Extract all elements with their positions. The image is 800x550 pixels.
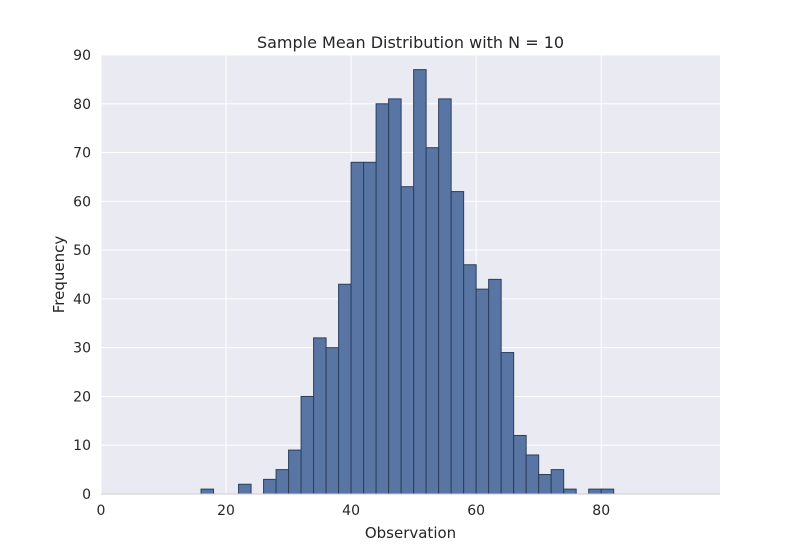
x-tick-label: 0	[97, 503, 106, 519]
x-tick-labels: 0 20 40 60 80	[97, 503, 611, 519]
histogram-bar	[375, 103, 390, 495]
histogram-bar	[563, 488, 577, 495]
x-tick-label: 40	[342, 503, 360, 519]
x-tick-label: 80	[592, 503, 610, 519]
histogram-bar	[200, 488, 215, 495]
histogram-bar	[438, 98, 452, 495]
histogram-bar	[238, 483, 252, 495]
x-axis-label: Observation	[365, 524, 456, 542]
y-tick-label: 10	[73, 438, 91, 454]
histogram-bar	[363, 161, 377, 495]
histogram-bar	[450, 191, 465, 495]
y-tick-label: 40	[73, 292, 91, 308]
histogram-bar	[538, 473, 552, 495]
histogram-bar	[425, 147, 440, 495]
histogram-bar	[500, 352, 515, 495]
chart-title: Sample Mean Distribution with N = 10	[257, 33, 564, 52]
y-tick-label: 50	[73, 243, 91, 259]
y-tick-label: 30	[73, 341, 91, 357]
histogram-bar	[313, 337, 327, 495]
histogram-bar	[263, 478, 277, 495]
y-tick-label: 80	[73, 97, 91, 113]
histogram-bar	[300, 395, 315, 495]
histogram-bar	[463, 264, 477, 495]
x-tick-label: 20	[217, 503, 235, 519]
histogram-bar	[338, 283, 352, 495]
y-tick-label: 70	[73, 146, 91, 162]
histogram-bar	[588, 488, 602, 495]
histogram-bar	[400, 186, 415, 495]
histogram-bar	[413, 69, 427, 495]
histogram-bar	[275, 469, 290, 495]
histogram-bar	[350, 161, 365, 495]
y-tick-labels: 0 10 20 30 40 50 60 70 80 90	[73, 48, 91, 503]
histogram-bar	[388, 98, 402, 495]
y-axis-label: Frequency	[50, 236, 68, 314]
histogram-bar	[475, 288, 490, 495]
y-tick-label: 0	[82, 487, 91, 503]
histogram-bar	[513, 434, 527, 495]
histogram-bar	[600, 488, 615, 495]
histogram-bar	[525, 454, 540, 495]
y-tick-label: 60	[73, 194, 91, 210]
y-tick-label: 90	[73, 48, 91, 64]
histogram-bar	[325, 347, 340, 495]
y-tick-label: 20	[73, 389, 91, 405]
x-tick-label: 60	[467, 503, 485, 519]
histogram-bar	[488, 278, 502, 495]
histogram-bar	[288, 449, 302, 495]
histogram-bar	[550, 469, 565, 495]
